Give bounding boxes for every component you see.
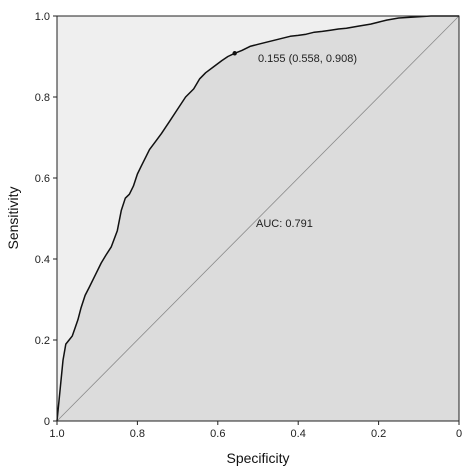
x-tick-label: 0.8 (130, 428, 145, 440)
cutoff-point-label: 0.155 (0.558, 0.908) (258, 53, 357, 65)
y-tick-label: 1.0 (35, 11, 50, 23)
y-tick-label: 0.8 (35, 92, 50, 104)
optimal-cutoff-point (232, 51, 237, 56)
x-tick-label: 0 (456, 428, 462, 440)
y-axis-ticks: 0 0.2 0.4 0.6 0.8 1.0 (35, 11, 57, 428)
plot-border (56, 15, 460, 422)
y-tick-label: 0.4 (35, 254, 50, 266)
y-tick-label: 0.6 (35, 173, 50, 185)
x-tick-label: 0.4 (291, 428, 306, 440)
x-axis-ticks: 1.0 0.8 0.6 0.4 0.2 0 (49, 421, 462, 440)
x-tick-label: 1.0 (49, 428, 64, 440)
auc-label: AUC: 0.791 (256, 218, 313, 230)
y-axis-title: Sensitivity (5, 186, 21, 249)
y-tick-label: 0 (44, 416, 50, 428)
x-tick-label: 0.2 (371, 428, 386, 440)
x-tick-label: 0.6 (210, 428, 225, 440)
y-tick-label: 0.2 (35, 335, 50, 347)
roc-curve (56, 15, 459, 422)
x-axis-title: Specificity (226, 450, 289, 466)
reference-diagonal (56, 15, 460, 422)
